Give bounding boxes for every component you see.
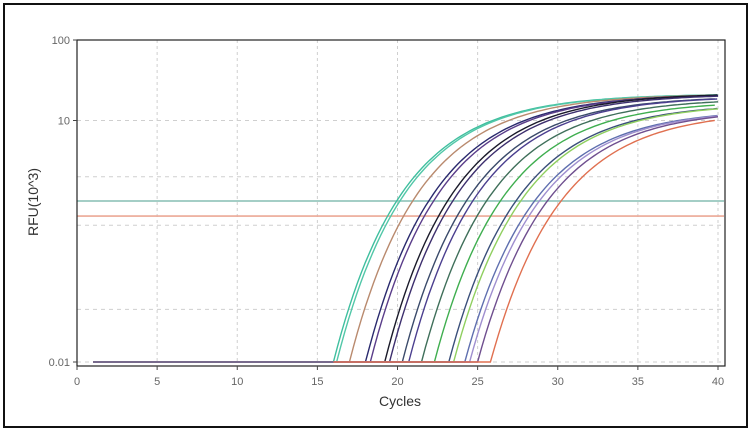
amplification-curve bbox=[93, 101, 719, 363]
amplification-curve bbox=[93, 94, 719, 363]
x-axis-ticks: 0 5 10 15 20 25 30 35 40 bbox=[74, 366, 724, 388]
y-tick-label: 10 bbox=[58, 116, 70, 128]
x-tick-label: 35 bbox=[632, 376, 644, 388]
amplification-curve bbox=[93, 94, 718, 363]
x-tick-label: 0 bbox=[74, 376, 80, 388]
amplification-curve bbox=[93, 108, 719, 363]
image-frame bbox=[3, 3, 748, 428]
x-tick-label: 40 bbox=[712, 376, 724, 388]
amplification-curve bbox=[93, 119, 715, 363]
y-tick-label: 100 bbox=[52, 35, 70, 47]
amplification-curve bbox=[93, 98, 718, 363]
x-tick-label: 5 bbox=[154, 376, 160, 388]
y-tick-label: 0.01 bbox=[49, 357, 70, 369]
x-tick-label: 15 bbox=[311, 376, 323, 388]
amplification-curve bbox=[93, 114, 718, 363]
y-axis-ticks: 100 10 0.01 bbox=[49, 35, 77, 369]
threshold-lines bbox=[77, 200, 724, 217]
x-tick-label: 30 bbox=[552, 376, 564, 388]
amplification-curve bbox=[93, 115, 719, 363]
amplification-curve bbox=[93, 116, 719, 363]
y-axis-label: RFU(10^3) bbox=[25, 168, 41, 236]
x-axis-label: Cycles bbox=[379, 393, 421, 409]
x-tick-label: 10 bbox=[231, 376, 243, 388]
x-tick-label: 20 bbox=[391, 376, 403, 388]
plot-area-border bbox=[76, 39, 726, 367]
amplification-curve bbox=[93, 95, 719, 363]
amplification-curves bbox=[93, 94, 719, 363]
amplification-curve bbox=[93, 104, 715, 363]
amplification-curve bbox=[93, 94, 718, 363]
x-tick-label: 25 bbox=[472, 376, 484, 388]
amplification-curve bbox=[93, 98, 715, 363]
